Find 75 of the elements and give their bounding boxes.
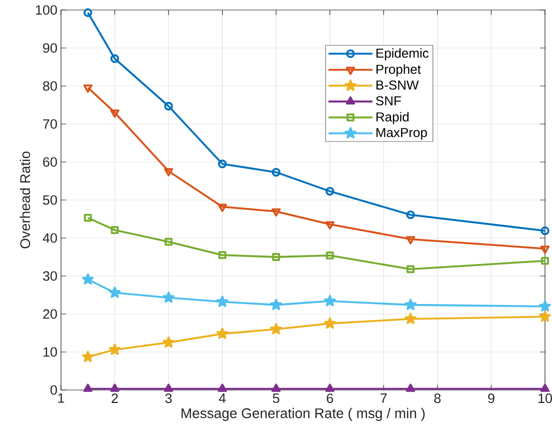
x-tick-label: 7: [380, 394, 387, 403]
point: [110, 226, 119, 234]
point: [406, 384, 416, 392]
legend-label: Epidemic: [376, 48, 429, 60]
legend-label: Rapid: [376, 112, 409, 124]
point: [540, 384, 550, 392]
point: [164, 238, 173, 246]
x-tick-label: 6: [326, 394, 334, 404]
y-tick-label: 100: [36, 5, 57, 15]
point: [162, 292, 174, 303]
point: [270, 323, 282, 334]
point: [540, 246, 550, 254]
x-tick-label: 4: [218, 394, 226, 403]
point: [324, 317, 336, 329]
point: [325, 384, 334, 392]
point: [216, 328, 228, 339]
y-tick-label: 60: [43, 157, 57, 167]
x-tick-label: 1: [58, 394, 64, 403]
point: [82, 350, 94, 362]
point: [164, 102, 173, 110]
point: [108, 286, 121, 298]
point: [110, 384, 120, 392]
point: [218, 204, 227, 212]
legend-label: SNF: [376, 96, 401, 106]
point: [326, 252, 334, 260]
point: [404, 298, 416, 310]
point: [110, 54, 120, 63]
point: [325, 221, 334, 230]
point: [82, 273, 94, 285]
point: [272, 208, 281, 217]
legend-label: Prophet: [376, 64, 421, 76]
x-tick-label: 2: [112, 394, 118, 403]
point: [218, 160, 227, 168]
point: [404, 312, 416, 324]
point: [272, 253, 280, 261]
y-axis-title: Overhead Ratio: [20, 152, 30, 248]
point: [541, 256, 549, 265]
y-tick-label: 40: [42, 233, 57, 243]
point: [406, 210, 415, 220]
y-tick-label: 10: [43, 347, 57, 357]
point: [83, 384, 92, 392]
y-tick-label: 50: [43, 195, 57, 205]
point: [406, 265, 414, 274]
point: [218, 251, 226, 260]
legend-label: MaxProp: [376, 128, 427, 140]
x-tick-label: 5: [272, 394, 280, 403]
point: [83, 84, 92, 93]
x-tick-label: 3: [165, 394, 172, 404]
point: [326, 186, 334, 196]
x-tick-label: 9: [488, 394, 494, 404]
point: [539, 300, 551, 312]
point: [270, 298, 282, 310]
point: [162, 336, 174, 348]
point: [84, 214, 92, 222]
x-tick-label: 10: [538, 394, 552, 404]
point: [539, 310, 551, 322]
y-tick-label: 30: [42, 271, 57, 281]
point: [110, 110, 120, 118]
y-tick-label: 20: [43, 309, 57, 319]
x-tick-label: 8: [434, 394, 441, 404]
point: [324, 294, 336, 306]
point: [272, 384, 281, 392]
y-tick-label: 0: [50, 385, 57, 395]
point: [218, 384, 227, 392]
y-tick-label: 70: [43, 119, 57, 129]
point: [216, 296, 228, 307]
x-axis-title: Message Generation Rate ( msg / min ): [182, 408, 425, 421]
point: [272, 168, 280, 177]
legend-label: B-SNW: [376, 80, 419, 90]
point: [406, 236, 416, 244]
y-tick-label: 80: [43, 81, 57, 91]
y-tick-label: 90: [43, 43, 57, 53]
point: [164, 384, 174, 392]
point: [164, 168, 174, 176]
point: [108, 344, 121, 355]
